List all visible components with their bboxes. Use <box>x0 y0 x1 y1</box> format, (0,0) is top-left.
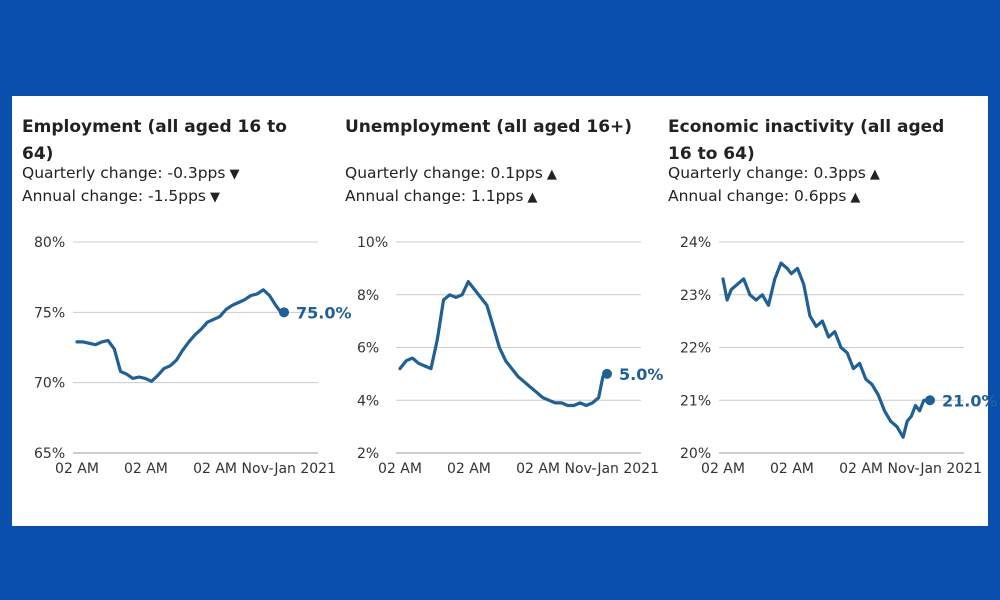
x-tick-label: 02 AM <box>124 461 168 477</box>
y-tick-label: 8% <box>357 288 379 304</box>
x-tick-label: 02 AM <box>193 461 237 477</box>
unemployment-chart: 10%8%6%4%2%02 AM 02 AM 02 AM Nov-Jan 20215.… <box>357 235 663 477</box>
end-value-label: 75.0% <box>296 303 352 322</box>
series-line <box>75 288 286 383</box>
unemployment-panel: Unemployment (all aged 16+) Quarterly ch… <box>345 96 665 526</box>
y-tick-label: 70% <box>34 376 65 392</box>
annual-change-text: Annual change: 1.1pps <box>345 187 524 205</box>
employment-panel: Employment (all aged 16 to 64) Quarterly… <box>22 96 352 526</box>
annual-change: Annual change: 1.1pps ▲ <box>345 185 665 209</box>
arrow-up-icon: ▲ <box>869 167 880 182</box>
panel-title: Unemployment (all aged 16+) <box>345 117 633 137</box>
arrow-up-icon: ▲ <box>546 167 557 182</box>
x-tick-label: 02 AM <box>378 461 422 477</box>
y-tick-label: 21% <box>680 393 711 409</box>
x-tick-label: 02 AM <box>839 461 883 477</box>
quarterly-change-text: Quarterly change: 0.3pps <box>668 164 866 182</box>
y-tick-label: 24% <box>680 235 711 251</box>
x-tick-label: 02 AM <box>447 461 491 477</box>
y-tick-label: 65% <box>34 446 65 462</box>
y-tick-label: 10% <box>357 235 388 251</box>
arrow-up-icon: ▲ <box>527 190 538 205</box>
y-tick-label: 6% <box>357 341 379 357</box>
y-tick-label: 80% <box>34 235 65 251</box>
inactivity-chart: 24%23%22%21%20%02 AM 02 AM 02 AM Nov-Jan 20… <box>680 235 998 477</box>
series-line <box>721 261 932 439</box>
x-tick-label: 02 AM <box>516 461 560 477</box>
y-tick-label: 22% <box>680 341 711 357</box>
end-point <box>602 368 612 379</box>
quarterly-change-text: Quarterly change: -0.3pps <box>22 164 226 182</box>
x-tick-label: Nov-Jan 2021 <box>242 461 336 477</box>
end-point <box>925 395 935 406</box>
end-value-label: 5.0% <box>619 365 663 384</box>
x-tick-label: Nov-Jan 2021 <box>888 461 982 477</box>
x-tick-label: Nov-Jan 2021 <box>565 461 659 477</box>
end-value-label: 21.0% <box>942 391 998 410</box>
panel-title: Economic inactivity (all aged 16 to 64) <box>668 117 945 164</box>
annual-change: Annual change: 0.6pps ▲ <box>668 185 988 209</box>
quarterly-change: Quarterly change: 0.3pps ▲ <box>668 162 988 186</box>
arrow-down-icon: ▼ <box>229 167 240 182</box>
panel-title: Employment (all aged 16 to 64) <box>22 117 287 164</box>
y-tick-label: 4% <box>357 393 379 409</box>
arrow-down-icon: ▼ <box>210 190 220 205</box>
y-tick-label: 23% <box>680 288 711 304</box>
y-tick-label: 20% <box>680 446 711 462</box>
x-tick-label: 02 AM <box>55 461 99 477</box>
x-tick-label: 02 AM <box>770 461 814 477</box>
arrow-up-icon: ▲ <box>850 190 861 205</box>
y-tick-label: 75% <box>34 305 65 321</box>
inactivity-panel: Economic inactivity (all aged 16 to 64) … <box>668 96 998 526</box>
x-tick-label: 02 AM <box>701 461 745 477</box>
annual-change-text: Annual change: -1.5pps <box>22 187 206 205</box>
quarterly-change: Quarterly change: -0.3pps ▼ <box>22 162 342 186</box>
annual-change-text: Annual change: 0.6pps <box>668 187 847 205</box>
quarterly-change-text: Quarterly change: 0.1pps <box>345 164 543 182</box>
quarterly-change: Quarterly change: 0.1pps ▲ <box>345 162 665 186</box>
y-tick-label: 2% <box>357 446 379 462</box>
charts-card: Employment (all aged 16 to 64) Quarterly… <box>12 96 998 526</box>
annual-change: Annual change: -1.5pps ▼ <box>22 185 342 209</box>
series-line <box>398 280 609 408</box>
employment-chart: 80%75%70%65%02 AM 02 AM 02 AM Nov-Jan 20217… <box>34 235 352 477</box>
end-point <box>279 307 289 318</box>
